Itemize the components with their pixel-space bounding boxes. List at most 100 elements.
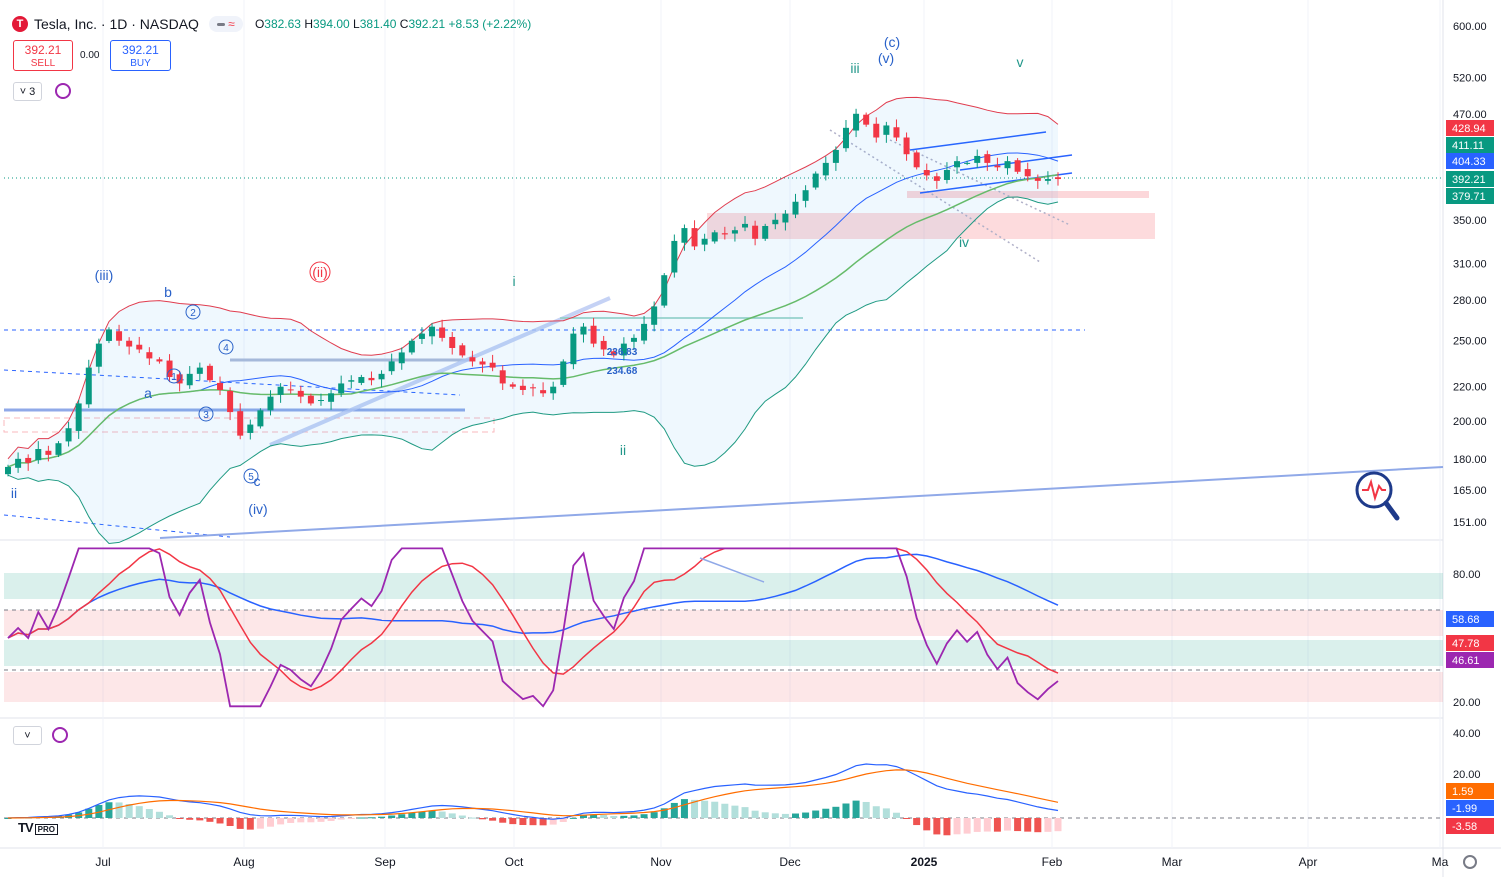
macd-bar — [549, 818, 557, 825]
macd-tag — [1446, 783, 1494, 799]
price-tag-label: 411.11 — [1452, 140, 1484, 152]
macd-bar — [539, 818, 547, 826]
candle-body — [267, 396, 274, 411]
wave-circle — [243, 468, 259, 484]
candle-body — [418, 333, 425, 339]
macd-bar — [792, 813, 799, 818]
candle-body — [853, 113, 860, 131]
wave-circle — [309, 261, 331, 283]
macd-collapse-button[interactable]: ˅ — [13, 726, 42, 745]
wave-label: iv — [959, 234, 969, 250]
candle-body — [206, 365, 213, 381]
candle-body — [550, 386, 557, 394]
gear-icon[interactable] — [1463, 855, 1477, 869]
candle-body — [5, 466, 11, 475]
macd-bar — [741, 807, 749, 818]
candle-body — [217, 382, 224, 390]
candle-body — [792, 201, 799, 215]
time-tick-label: Sep — [374, 855, 396, 869]
wave-circle-number: 4 — [223, 343, 229, 354]
candle-body — [883, 125, 890, 135]
wave-labels: (iii) (ii)(iv)(c)(v)iiiiiiiiivvabc2413523… — [11, 34, 1024, 517]
price-tick-label: 180.00 — [1453, 454, 1487, 466]
macd-bar — [993, 818, 1001, 832]
macd-bar — [862, 801, 870, 818]
rsi-tag-label: 47.78 — [1452, 638, 1480, 650]
candle-body — [459, 345, 466, 356]
macd-bar — [1054, 818, 1062, 832]
candle-body — [731, 230, 738, 234]
zoom-magnifier-icon[interactable] — [1355, 471, 1400, 521]
symbol-title[interactable]: Tesla, Inc. · 1D · NASDAQ — [34, 16, 199, 32]
macd-tag — [1446, 818, 1494, 834]
buy-label: BUY — [130, 58, 151, 69]
trend-line — [889, 139, 1071, 226]
macd-bar — [277, 818, 285, 825]
candle-body — [994, 165, 1001, 168]
macd-bar — [458, 815, 466, 818]
candle-body — [126, 340, 133, 347]
candle-body — [701, 238, 708, 245]
wave-label: b — [164, 284, 172, 300]
wave-label: (iv) — [248, 501, 267, 517]
candle-body — [560, 361, 567, 385]
macd-bar — [933, 818, 941, 835]
candle-body — [388, 361, 395, 372]
time-tick-label: Jul — [95, 855, 110, 869]
candle-body — [75, 403, 82, 431]
candle-body — [449, 336, 456, 349]
candle-body — [237, 411, 244, 436]
candle-body — [257, 410, 264, 427]
macd-bar — [196, 818, 204, 821]
candle-body — [681, 228, 688, 243]
macd-bar — [701, 800, 709, 818]
macd-bar — [327, 818, 335, 821]
price-tag — [1446, 120, 1494, 136]
candle-body — [469, 357, 476, 362]
price-tick-label: 151.00 — [1453, 517, 1487, 529]
rsi-pane[interactable] — [4, 547, 1443, 708]
candle-body — [287, 389, 294, 391]
macd-bar — [226, 818, 234, 826]
buy-button[interactable]: 392.21 BUY — [110, 40, 171, 71]
macd-tag-label: -3.58 — [1452, 821, 1477, 833]
macd-bar — [135, 806, 143, 818]
macd-refresh-icon[interactable] — [52, 727, 68, 743]
macd-tag — [1446, 800, 1494, 816]
macd-bar — [660, 808, 668, 818]
macd-bar — [711, 801, 719, 818]
candle-body — [45, 450, 52, 455]
fib-label: 236.83 — [607, 347, 638, 358]
macd-bar — [1004, 818, 1012, 831]
refresh-icon[interactable] — [55, 83, 71, 99]
tradingview-logo[interactable]: TV PRO — [18, 820, 58, 835]
macd-pane[interactable] — [4, 763, 1443, 836]
sell-button[interactable]: 392.21 SELL — [13, 40, 73, 71]
macd-bar — [347, 818, 355, 819]
candle-body — [146, 352, 153, 359]
candle-body — [590, 325, 597, 344]
spread-value: 0.00 — [80, 50, 100, 61]
low-value: 381.40 — [359, 17, 397, 31]
trend-line — [3, 514, 231, 538]
price-tick-label: 470.00 — [1453, 109, 1487, 121]
wave-icon: ≈ — [228, 17, 235, 31]
macd-bar — [115, 802, 123, 818]
rsi-tick-label: 20.00 — [1453, 697, 1481, 709]
candle-body — [247, 424, 254, 433]
dash-icon — [217, 22, 226, 26]
chart-style-toggle[interactable]: ≈ — [208, 16, 243, 32]
macd-bar — [85, 808, 93, 818]
long-trend-line — [159, 466, 1444, 539]
support-box — [3, 417, 495, 433]
macd-bar — [1034, 818, 1042, 833]
candle-body — [641, 323, 648, 341]
price-pane[interactable] — [3, 96, 1444, 545]
price-tick-label: 280.00 — [1453, 295, 1487, 307]
indicators-collapse-button[interactable]: ˅ 3 — [13, 82, 42, 101]
candle-body — [85, 367, 92, 405]
macd-bar — [640, 814, 648, 818]
candle-body — [328, 393, 335, 402]
wave-label: a — [144, 385, 152, 401]
